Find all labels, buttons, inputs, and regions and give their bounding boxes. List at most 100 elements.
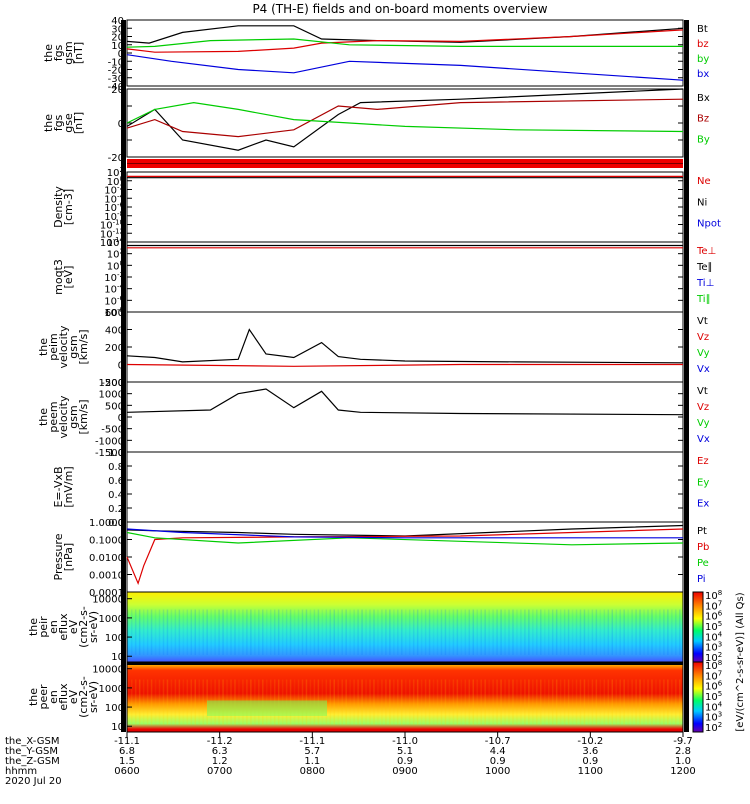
spectrogram-stripe <box>146 609 149 655</box>
spectrogram-stripe <box>333 609 336 655</box>
spectrogram-stripe <box>281 609 284 655</box>
xaxis-value: 0900 <box>392 766 417 777</box>
legend-Pi: Pi <box>697 574 706 585</box>
spectrogram-stripe <box>234 609 236 655</box>
spectrogram-stripe <box>627 679 629 725</box>
colorbar-tick: 108 <box>705 589 722 602</box>
ytick-label: 200 <box>105 343 124 354</box>
spectrogram-stripe <box>524 679 526 725</box>
spectrogram-stripe <box>496 609 498 655</box>
spectrogram-stripe <box>671 609 673 655</box>
spectrogram-stripe <box>651 679 653 725</box>
legend-Ey: Ey <box>697 477 709 488</box>
ytick-label: 10-2 <box>104 271 124 284</box>
spectrogram-stripe <box>182 609 185 655</box>
spectrogram-stripe <box>472 609 475 655</box>
spectrogram-stripe <box>202 679 204 725</box>
spectrogram-stripe <box>488 609 490 655</box>
spectrogram-stripe <box>643 679 645 725</box>
spectrogram-stripe <box>293 609 296 655</box>
legend-Te⊥: Te⊥ <box>696 246 716 257</box>
spectrogram-stripe <box>242 609 244 655</box>
spectrogram-stripe <box>178 679 181 725</box>
ytick-label: 0.6 <box>108 476 124 487</box>
spectrogram-stripe <box>186 679 189 725</box>
spectrogram-stripe <box>254 609 256 655</box>
ytick-label: 10 <box>111 722 124 733</box>
xaxis-value: -11.0 <box>392 736 418 747</box>
panel-2: thefgsgse[nT] 20 0 -20 Bx Bz By <box>42 85 710 164</box>
spectrogram-stripe <box>603 679 606 725</box>
ytick-label: 0.0010 <box>89 571 124 582</box>
spectrogram-stripe <box>448 609 451 655</box>
ytick-label: 10-4 <box>104 283 124 296</box>
spectrogram-stripe <box>516 609 518 655</box>
legend-Vx: Vx <box>697 434 710 445</box>
spectrogram-stripe <box>659 609 661 655</box>
spectrogram-stripe <box>460 609 463 655</box>
ytick-label: 0.0100 <box>89 553 124 564</box>
spectrogram-stripe <box>555 679 558 725</box>
legend-Ez: Ez <box>697 456 709 467</box>
spectrogram-stripe <box>277 609 280 655</box>
spectrogram-stripe <box>559 609 562 655</box>
spectrogram-stripe <box>432 679 435 725</box>
spectrogram-stripe <box>385 679 387 725</box>
ytick-label: -20 <box>108 66 124 77</box>
spectrogram-stripe <box>460 679 463 725</box>
spectrogram-stripe <box>579 609 582 655</box>
panel-10-ylabel: thepeerenefluxeV(cm2-s-sr-eV) <box>27 676 100 718</box>
spectrogram-stripe <box>321 609 324 655</box>
spectrogram-stripe <box>349 609 351 655</box>
spectrogram-stripe <box>134 609 137 655</box>
ytick-label: 100 <box>105 633 124 644</box>
spectrogram-stripe <box>401 609 403 655</box>
panel-3: Density[cm-3] 10210010-210-410-610-810-10… <box>52 166 721 249</box>
spectrogram-stripe <box>158 679 161 725</box>
panel-2-frame <box>126 88 684 158</box>
legend-Te∥: Te∥ <box>696 262 713 273</box>
panel-7-ylabel: E=-VxB[mV/m] <box>52 466 75 507</box>
spectrogram-stripe <box>389 609 391 655</box>
spectrogram-stripe <box>266 609 268 655</box>
legend-Ex: Ex <box>697 499 709 510</box>
spectrogram-stripe <box>226 609 228 655</box>
spectrogram-stripe <box>567 679 570 725</box>
colorbar-tick: 104 <box>705 700 723 713</box>
spectrogram-stripe <box>492 679 494 725</box>
xaxis-value: 0700 <box>207 766 232 777</box>
legend-Vz: Vz <box>697 402 709 413</box>
spectrogram-stripe <box>671 679 673 725</box>
spectrogram-stripe <box>230 609 232 655</box>
xaxis-value: 0.9 <box>490 756 506 767</box>
spectrogram-stripe <box>508 679 510 725</box>
spectrogram-stripe <box>190 609 193 655</box>
ytick-label: 10000 <box>92 595 124 606</box>
spectrogram-stripe <box>520 679 522 725</box>
spectrogram-stripe <box>500 679 502 725</box>
panel-3-frame <box>126 171 684 243</box>
spectrogram-stripe <box>420 609 423 655</box>
ytick-label: 102 <box>107 166 124 179</box>
series-bx <box>126 54 684 81</box>
spectrogram-stripe <box>635 679 637 725</box>
legend-Ne: Ne <box>697 176 711 187</box>
xaxis-value: -9.7 <box>673 736 693 747</box>
ytick-label: 10-12 <box>100 227 124 240</box>
ytick-label: 500 <box>105 401 124 412</box>
spectrogram-green-band <box>207 700 327 716</box>
legend-Pe: Pe <box>697 558 709 569</box>
xaxis-value: 1.5 <box>119 756 135 767</box>
spectrogram-stripe <box>381 679 383 725</box>
spectrogram-stripe <box>480 679 482 725</box>
spectrogram-stripe <box>464 609 467 655</box>
spectrogram-stripe <box>647 679 649 725</box>
spectrogram-stripe <box>393 609 395 655</box>
spectrogram-stripe <box>496 679 498 725</box>
ytick-label: 100 <box>105 703 124 714</box>
panel-6-ylabel: thepeemvelocitygsm[km/s] <box>37 395 90 438</box>
spectrogram-stripe <box>456 679 459 725</box>
spectrogram-stripe <box>516 679 518 725</box>
right-time-bar <box>684 20 689 732</box>
ytick-label: 104 <box>107 236 125 249</box>
